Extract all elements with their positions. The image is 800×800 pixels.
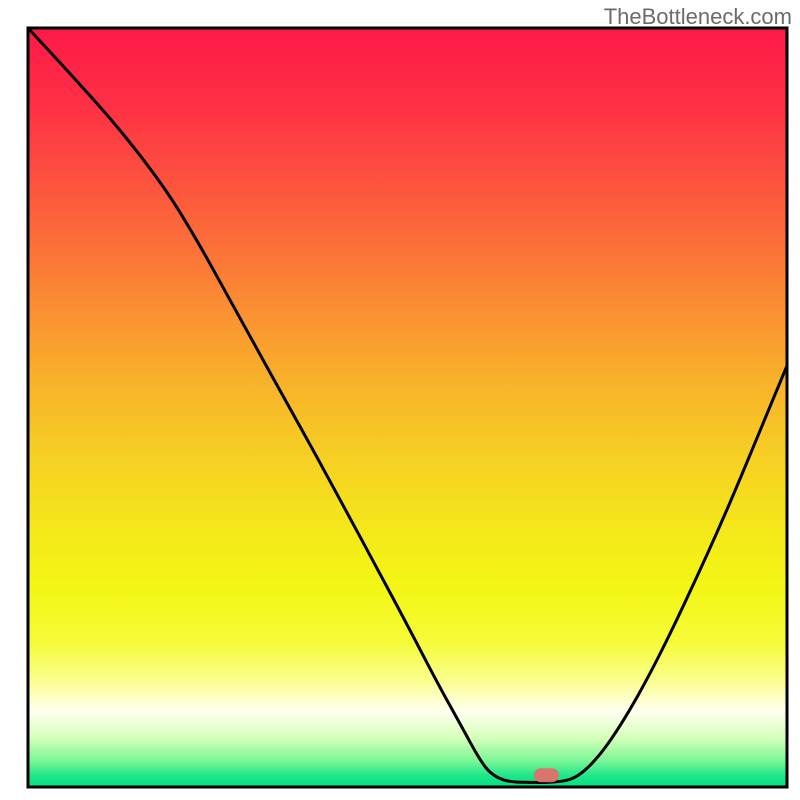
optimal-marker bbox=[534, 768, 559, 782]
watermark-text: TheBottleneck.com bbox=[604, 4, 792, 30]
chart-svg bbox=[0, 0, 800, 800]
plot-background bbox=[28, 28, 787, 787]
bottleneck-chart: TheBottleneck.com bbox=[0, 0, 800, 800]
